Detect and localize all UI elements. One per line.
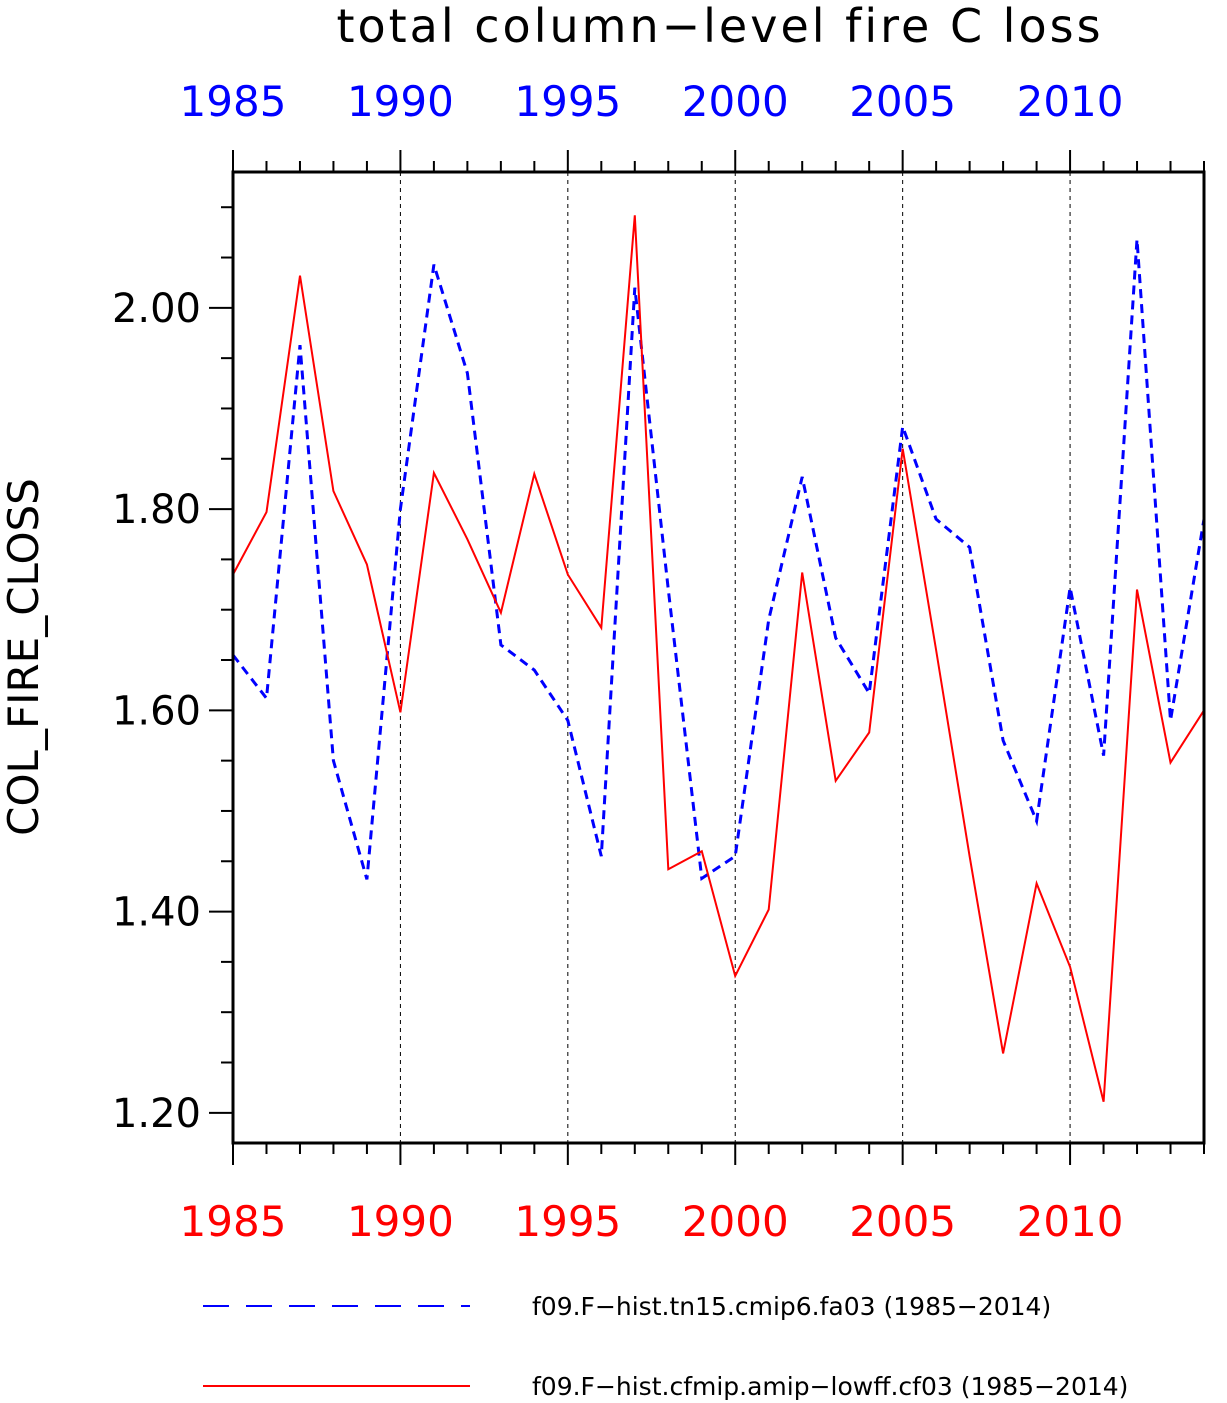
series-line-2	[232, 215, 1205, 1102]
x-tick-label-bottom-2005: 2005	[849, 1197, 956, 1246]
series-line-1	[231, 239, 1206, 882]
tick-labels: 1.20 1.40 1.60 1.80 2.00 1985 1985 1990 1990 1995…	[112, 77, 1124, 1246]
x-tick-label-top-1985: 1985	[180, 77, 287, 126]
x-tick-label-top-1995: 1995	[514, 77, 621, 126]
x-tick-label-top-2010: 2010	[1017, 77, 1124, 126]
y-tick-label-2.00: 2.00	[112, 286, 201, 332]
x-tick-label-top-1990: 1990	[347, 77, 454, 126]
vertical-grid-lines	[399, 172, 1071, 1143]
x-tick-label-top-2000: 2000	[682, 77, 789, 126]
chart-title: total column−level fire C loss	[336, 0, 1103, 53]
legend: f09.F−hist.tn15.cmip6.fa03 (1985−2014) f0…	[203, 1292, 1128, 1401]
plot-frame	[231, 170, 1206, 1145]
legend-label-1: f09.F−hist.tn15.cmip6.fa03 (1985−2014)	[532, 1292, 1051, 1321]
y-tick-label-1.80: 1.80	[112, 487, 201, 533]
x-tick-label-bottom-1990: 1990	[347, 1197, 454, 1246]
y-tick-label-1.40: 1.40	[112, 890, 201, 936]
axis-ticks	[209, 150, 1205, 1165]
x-tick-label-bottom-1985: 1985	[180, 1197, 287, 1246]
series-lines	[231, 215, 1206, 1102]
x-tick-label-bottom-1995: 1995	[514, 1197, 621, 1246]
y-axis-label: COL_FIRE_CLOSS	[0, 478, 48, 836]
x-tick-label-bottom-2000: 2000	[682, 1197, 789, 1246]
x-tick-label-top-2005: 2005	[849, 77, 956, 126]
y-tick-label-1.20: 1.20	[112, 1091, 201, 1137]
y-tick-label-1.60: 1.60	[112, 688, 201, 734]
x-tick-label-bottom-2010: 2010	[1017, 1197, 1124, 1246]
legend-label-2: f09.F−hist.cfmip.amip−lowff.cf03 (1985−2…	[532, 1372, 1128, 1401]
